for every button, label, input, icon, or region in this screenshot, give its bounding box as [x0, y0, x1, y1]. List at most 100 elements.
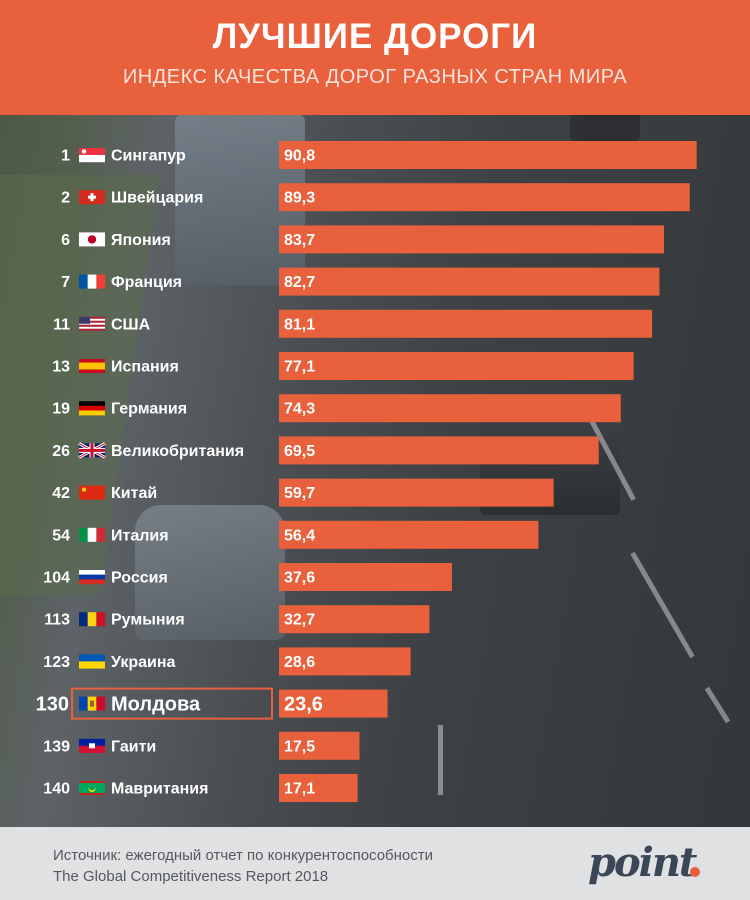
bar	[279, 563, 452, 591]
country-label: Испания	[111, 359, 179, 376]
country-label: Молдова	[111, 694, 201, 716]
bar	[279, 520, 539, 549]
value-label: 69,5	[284, 443, 315, 460]
usa-flag	[79, 316, 105, 331]
bar	[279, 309, 653, 338]
china-flag	[79, 485, 105, 500]
country-label: США	[111, 316, 151, 333]
country-label: Италия	[111, 527, 169, 544]
value-label: 37,6	[284, 570, 315, 587]
source-line-2: The Global Competitiveness Report 2018	[53, 868, 329, 885]
chart-row: 7 Франция 82,7	[61, 267, 660, 296]
rank-label: 113	[44, 612, 70, 629]
country-label: Мавритания	[111, 781, 208, 798]
rank-label: 123	[43, 654, 70, 671]
rank-label: 6	[61, 232, 70, 249]
chart-row: 104 Россия 37,6	[43, 563, 452, 591]
source-line-1: Источник: ежегодный отчет по конкурентос…	[53, 847, 434, 864]
chart-row: 11 США 81,1	[53, 309, 653, 338]
haiti-flag	[79, 738, 105, 753]
country-label: Германия	[111, 401, 187, 418]
value-label: 81,1	[284, 316, 315, 333]
bar	[279, 689, 388, 718]
rank-label: 7	[61, 274, 70, 291]
rank-label: 11	[53, 316, 70, 333]
singapore-flag	[79, 148, 105, 163]
rank-label: 2	[61, 190, 70, 207]
country-label: Россия	[111, 570, 168, 587]
ukraine-flag	[79, 654, 105, 669]
rank-label: 26	[52, 443, 70, 460]
value-label: 89,3	[284, 190, 315, 207]
uk-flag	[78, 442, 106, 459]
chart-row: 1 Сингапур 90,8	[61, 141, 697, 169]
chart-row: 42 Китай 59,7	[52, 478, 554, 507]
country-label: Сингапур	[111, 148, 186, 165]
bar	[279, 436, 599, 465]
rank-label: 1	[61, 148, 70, 165]
chart-row: 139 Гаити 17,5	[43, 731, 360, 760]
rank-label: 13	[52, 359, 70, 376]
italy-flag	[79, 527, 106, 542]
rank-label: 130	[36, 694, 69, 716]
bar	[279, 225, 665, 254]
value-label: 23,6	[284, 694, 323, 716]
value-label: 90,8	[284, 148, 315, 165]
value-label: 17,1	[284, 781, 315, 798]
value-label: 74,3	[284, 401, 315, 418]
chart-row: 54 Италия 56,4	[52, 520, 539, 549]
value-label: 59,7	[284, 485, 315, 502]
chart-row: 123 Украина 28,6	[43, 647, 411, 676]
value-label: 56,4	[284, 527, 315, 544]
switzerland-flag	[79, 190, 105, 205]
russia-flag	[79, 570, 105, 585]
rank-label: 19	[52, 401, 70, 418]
chart-row: 19 Германия 74,3	[52, 394, 621, 423]
romania-flag	[79, 612, 106, 627]
chart-row: 26 Великобритания 69,5	[52, 436, 599, 465]
value-label: 83,7	[284, 232, 315, 249]
country-label: Швейцария	[111, 190, 203, 207]
highlight-frame	[71, 687, 273, 720]
bar	[279, 352, 634, 380]
chart-row: 6 Япония 83,7	[61, 225, 665, 254]
header: ЛУЧШИЕ ДОРОГИ ИНДЕКС КАЧЕСТВА ДОРОГ РАЗН…	[0, 0, 750, 115]
rank-label: 139	[43, 738, 70, 755]
france-flag	[79, 274, 106, 289]
bar	[279, 394, 621, 423]
germany-flag	[79, 401, 105, 416]
value-label: 32,7	[284, 612, 315, 629]
bar	[279, 141, 697, 169]
chart-row: 113 Румыния 32,7	[44, 605, 430, 634]
country-label: Франция	[111, 274, 182, 291]
point-logo: point	[588, 839, 697, 886]
mauritania-flag	[79, 781, 105, 795]
moldova-flag	[79, 696, 106, 711]
spain-flag	[79, 359, 105, 373]
rank-label: 54	[52, 527, 70, 544]
bar	[279, 774, 358, 802]
country-label: Япония	[111, 232, 171, 249]
value-label: 28,6	[284, 654, 315, 671]
value-label: 17,5	[284, 738, 315, 755]
chart-row: 140 Мавритания 17,1	[43, 774, 358, 802]
rank-label: 140	[43, 781, 70, 798]
country-label: Украина	[111, 654, 176, 671]
bar	[279, 267, 660, 296]
bar	[279, 605, 430, 634]
japan-flag	[79, 232, 105, 247]
chart-subtitle: ИНДЕКС КАЧЕСТВА ДОРОГ РАЗНЫХ СТРАН МИРА	[122, 66, 628, 88]
chart-row: 2 Швейцария 89,3	[61, 183, 690, 212]
logo-dot	[690, 867, 700, 877]
bar	[279, 731, 360, 760]
chart-row: 130 Молдова 23,6	[36, 687, 388, 720]
country-label: Великобритания	[111, 443, 244, 460]
chart-title: ЛУЧШИЕ ДОРОГИ	[212, 17, 538, 56]
bar	[279, 183, 690, 212]
bar	[279, 647, 411, 676]
value-label: 77,1	[284, 359, 315, 376]
country-label: Китай	[111, 485, 157, 502]
bar	[279, 478, 554, 507]
rank-label: 104	[43, 570, 70, 587]
